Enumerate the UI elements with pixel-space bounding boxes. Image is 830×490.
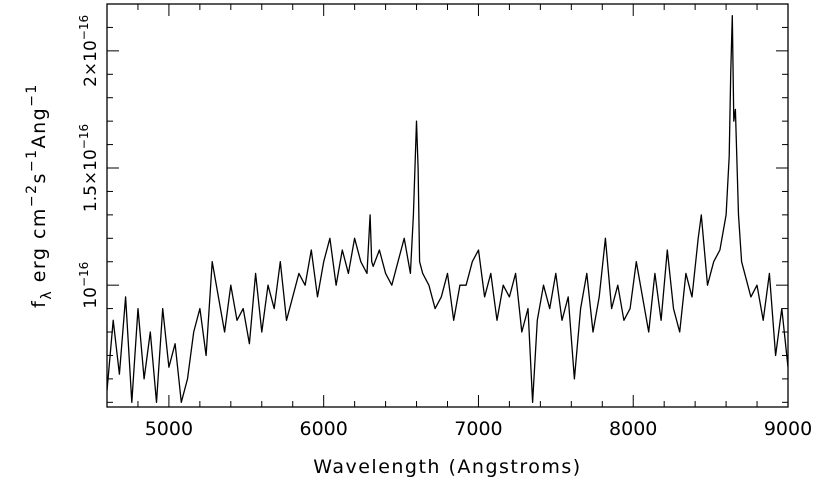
x-tick-label: 8000 — [609, 418, 657, 440]
y-tick-mantissa: 10 — [81, 287, 101, 309]
y-tick-mantissa: 1.5×10 — [81, 149, 101, 212]
marks-layer — [107, 15, 788, 403]
y-title-unit: erg cm — [28, 207, 50, 290]
y-title-exponent: −1 — [24, 83, 40, 107]
y-tick-label: 1.5×10−16 — [77, 124, 101, 212]
y-tick-label: 2×10−16 — [77, 15, 101, 87]
ticks-layer — [106, 3, 789, 407]
y-tick-label: 10−16 — [77, 262, 101, 309]
y-title-exponent: −1 — [24, 148, 40, 172]
y-tick-exponent: −16 — [77, 15, 91, 40]
svg-text:10−16: 10−16 — [77, 262, 101, 309]
tick-labels-layer: 5000 6000 7000 8000 900010−161.5×10−162×10−1… — [77, 15, 812, 440]
svg-text:1.5×10−16: 1.5×10−16 — [77, 124, 101, 212]
y-tick-mantissa: 2×10 — [81, 40, 101, 87]
y-title-symbol: f — [28, 300, 50, 308]
svg-text:fλ erg cm−2s−1Ang−1: fλ erg cm−2s−1Ang−1 — [24, 83, 55, 308]
y-title-unit: s — [28, 172, 50, 183]
y-tick-exponent: −16 — [77, 124, 91, 149]
x-tick-label: 9000 — [764, 418, 812, 440]
y-title-unit: Ang — [28, 107, 50, 149]
spectrum-line-0 — [107, 15, 788, 403]
y-title-exponent: −2 — [24, 183, 40, 207]
plot-frame — [106, 3, 789, 408]
y-tick-exponent: −16 — [77, 262, 91, 287]
x-tick-label: 5000 — [145, 418, 193, 440]
y-axis-title: fλ erg cm−2s−1Ang−1 — [24, 83, 55, 308]
x-axis-title: Wavelength (Angstroms) — [313, 456, 581, 478]
svg-text:2×10−16: 2×10−16 — [77, 15, 101, 87]
y-title-subscript: λ — [39, 290, 55, 300]
x-tick-label: 7000 — [454, 418, 502, 440]
x-tick-label: 6000 — [300, 418, 348, 440]
